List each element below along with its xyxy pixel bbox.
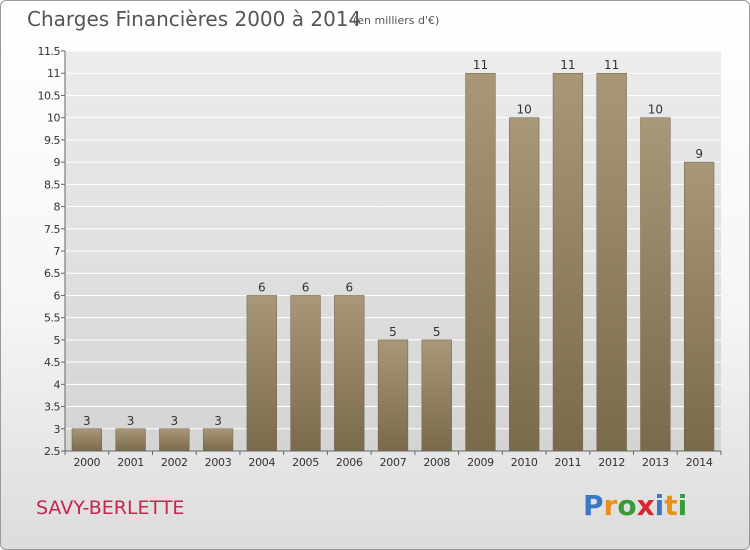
data-label: 9 [695, 147, 703, 161]
data-label: 10 [517, 103, 532, 117]
x-tick-label: 2003 [205, 456, 232, 469]
bar [552, 72, 584, 452]
x-tick-label: 2008 [423, 456, 450, 469]
logo-letter: i [677, 489, 688, 522]
bar [334, 295, 365, 452]
y-tick-label: 11.5 [38, 45, 61, 58]
y-tick-label: 3 [54, 423, 61, 436]
x-tick-label: 2011 [555, 456, 582, 469]
y-tick-label: 10 [47, 112, 60, 125]
data-label: 6 [302, 280, 310, 294]
bar [71, 428, 102, 452]
bar [640, 117, 671, 452]
y-tick-label: 7.5 [44, 223, 60, 236]
logo-letter: t [664, 489, 678, 522]
logo-letter: x [636, 489, 655, 522]
x-tick-label: 2006 [336, 456, 363, 469]
bar [115, 428, 146, 452]
bar [377, 339, 409, 452]
data-label: 11 [604, 58, 619, 72]
data-label: 6 [345, 280, 353, 294]
x-tick-label: 2009 [467, 456, 494, 469]
bar [684, 161, 715, 452]
bar [596, 72, 627, 452]
data-label: 11 [473, 58, 488, 72]
x-tick-label: 2010 [511, 456, 538, 469]
bar [202, 428, 234, 452]
x-tick-label: 2013 [642, 456, 669, 469]
bar [159, 428, 190, 452]
chart-subtitle: (en milliers d'€) [353, 14, 440, 27]
y-tick-label: 5.5 [44, 312, 60, 325]
y-tick-label: 8 [54, 201, 61, 214]
y-tick-label: 6 [54, 289, 61, 302]
y-tick-label: 2.5 [44, 445, 60, 458]
y-tick-label: 8.5 [44, 178, 60, 191]
y-tick-label: 11 [47, 67, 60, 80]
y-tick-label: 3.5 [44, 401, 60, 414]
chart-title: Charges Financières 2000 à 2014 [27, 7, 362, 31]
logo-letter: r [603, 489, 618, 522]
x-tick-label: 2012 [598, 456, 625, 469]
x-tick-label: 2000 [73, 456, 100, 469]
data-label: 3 [127, 414, 135, 428]
logo-letter: o [617, 489, 637, 522]
bar [421, 339, 452, 452]
data-label: 11 [560, 58, 575, 72]
x-tick-label: 2001 [117, 456, 144, 469]
proxiti-logo: Proxiti [583, 489, 687, 522]
logo-letter: i [654, 489, 665, 522]
y-tick-label: 6.5 [44, 267, 60, 280]
bar [509, 117, 540, 452]
data-label: 6 [258, 280, 266, 294]
x-tick-label: 2002 [161, 456, 188, 469]
y-tick-label: 9 [54, 156, 61, 169]
y-tick-label: 5 [54, 334, 61, 347]
x-tick-label: 2004 [248, 456, 275, 469]
bar [465, 72, 496, 452]
data-label: 5 [389, 325, 397, 339]
bar [290, 295, 321, 452]
x-tick-label: 2014 [686, 456, 713, 469]
x-tick-label: 2007 [380, 456, 407, 469]
y-tick-label: 7 [54, 245, 61, 258]
bar [246, 295, 277, 452]
data-label: 5 [433, 325, 441, 339]
logo-letter: P [583, 489, 604, 522]
x-tick-label: 2005 [292, 456, 319, 469]
data-label: 10 [648, 103, 663, 117]
y-tick-label: 10.5 [38, 89, 61, 102]
y-tick-label: 4 [54, 378, 61, 391]
data-label: 3 [214, 414, 222, 428]
data-label: 3 [171, 414, 179, 428]
commune-name: SAVY-BERLETTE [36, 497, 185, 519]
y-tick-label: 4.5 [44, 356, 60, 369]
y-tick-label: 9.5 [44, 134, 60, 147]
data-label: 3 [83, 414, 91, 428]
